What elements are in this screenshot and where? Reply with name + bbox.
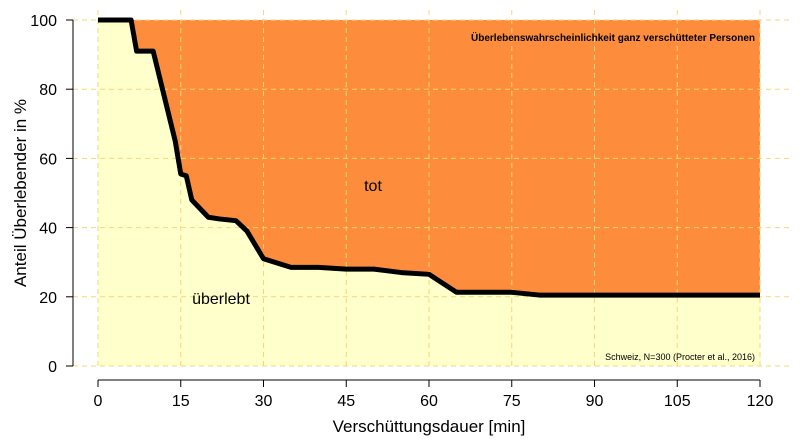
x-tick-label: 0	[94, 393, 103, 410]
x-tick-label: 75	[503, 393, 521, 410]
x-tick-label: 15	[172, 393, 190, 410]
x-axis-label: Verschüttungsdauer [min]	[333, 417, 526, 436]
label-tot: tot	[364, 178, 382, 195]
x-tick-label: 105	[664, 393, 691, 410]
region-ueberlebt	[98, 20, 760, 366]
x-tick-label: 30	[255, 393, 273, 410]
y-tick-label: 20	[39, 290, 57, 307]
y-tick-label: 0	[48, 359, 57, 376]
y-tick-label: 60	[39, 151, 57, 168]
x-tick-label: 90	[586, 393, 604, 410]
y-axis-label: Anteil Überlebender in %	[11, 99, 30, 287]
x-tick-label: 60	[420, 393, 438, 410]
source-note: Schweiz, N=300 (Procter et al., 2016)	[605, 352, 755, 362]
survival-curve	[98, 17, 760, 298]
label-ueberlebt: überlebt	[192, 291, 250, 308]
y-tick-label: 100	[30, 13, 57, 30]
chart-title: Überlebenswahrscheinlichkeit ganz versch…	[471, 31, 755, 44]
x-tick-label: 120	[747, 393, 774, 410]
x-tick-label: 45	[337, 393, 355, 410]
y-tick-label: 40	[39, 221, 57, 238]
y-tick-label: 80	[39, 82, 57, 99]
